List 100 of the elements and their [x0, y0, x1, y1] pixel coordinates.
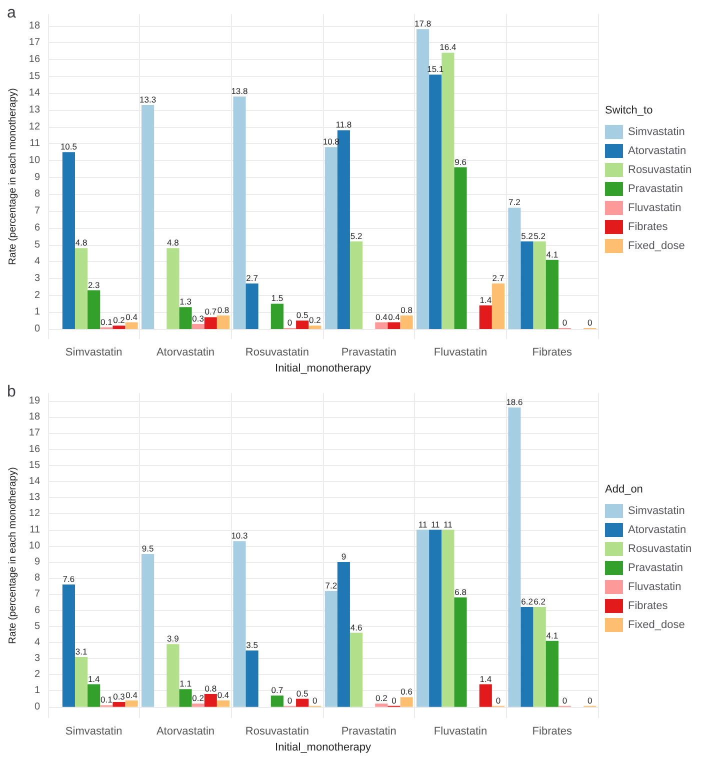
data-label: 0.4 — [126, 312, 138, 322]
data-label: 3.9 — [167, 634, 180, 644]
x-axis-title: Initial_monotherapy — [275, 742, 372, 754]
data-label: 0 — [588, 317, 593, 328]
data-label: 2.3 — [88, 280, 100, 290]
data-label: 15.1 — [427, 64, 444, 74]
y-tick-label: 10 — [28, 540, 40, 552]
data-label: 1.5 — [271, 293, 284, 304]
data-label: 0 — [496, 695, 501, 706]
bar — [400, 697, 413, 707]
bar — [204, 694, 217, 707]
bar — [62, 584, 75, 707]
y-tick-label: 10 — [28, 155, 40, 166]
legend-label: Rosuvastatin — [628, 543, 692, 555]
data-label: 0.7 — [271, 685, 284, 696]
bar — [204, 317, 217, 329]
data-label: 4.8 — [75, 238, 88, 248]
data-label: 1.3 — [180, 296, 192, 307]
data-label: 0.8 — [400, 305, 413, 316]
y-tick-label: 18 — [28, 412, 40, 423]
bar — [508, 407, 521, 707]
legend-label: Fixed_dose — [628, 240, 685, 252]
legend-label: Fluvastatin — [628, 202, 682, 214]
x-tick-label: Pravastatin — [341, 346, 396, 359]
data-label: 10.5 — [60, 142, 78, 152]
data-label: 11 — [430, 519, 440, 530]
y-tick-label: 17 — [28, 37, 40, 48]
y-tick-label: 16 — [28, 54, 40, 65]
bar — [337, 130, 350, 329]
bar — [112, 326, 126, 329]
data-label: 0 — [562, 317, 568, 328]
bar — [308, 326, 322, 329]
data-label: 0.4 — [388, 312, 400, 322]
data-label: 0.5 — [296, 688, 308, 698]
data-label: 1.1 — [180, 678, 192, 689]
bar — [546, 640, 558, 707]
bar — [400, 316, 413, 329]
data-label: 7.2 — [325, 580, 338, 590]
data-label: 0.5 — [296, 310, 308, 320]
data-label: 0.8 — [217, 305, 230, 316]
data-label: 0.7 — [204, 306, 217, 317]
bar — [166, 644, 180, 707]
bar — [442, 530, 454, 707]
y-tick-label: 17 — [28, 428, 40, 439]
data-label: 0.3 — [192, 313, 204, 324]
data-label: 5.2 — [521, 230, 534, 241]
legend-label: Fibrates — [628, 221, 668, 233]
data-label: 4.6 — [350, 622, 362, 632]
data-label: 4.8 — [167, 238, 180, 248]
x-tick-label: Rosuvastatin — [245, 346, 309, 359]
y-tick-label: 13 — [28, 492, 40, 504]
data-label: 3.5 — [246, 640, 258, 650]
legend-label: Simvastatin — [628, 505, 685, 517]
y-tick-label: 12 — [28, 121, 40, 132]
y-tick-label: 9 — [34, 556, 40, 568]
bar — [429, 74, 442, 329]
data-label: 11 — [444, 519, 453, 530]
bar — [416, 29, 430, 329]
data-label: 0.1 — [100, 694, 113, 705]
bar — [388, 322, 400, 329]
bar — [429, 530, 442, 707]
y-tick-label: 11 — [30, 138, 40, 150]
bar — [166, 248, 180, 329]
bar — [492, 284, 505, 329]
text: a — [7, 4, 16, 22]
y-tick-label: 4 — [34, 256, 40, 268]
data-label: 6.2 — [521, 596, 534, 607]
text: b — [7, 384, 16, 400]
bar — [270, 304, 284, 329]
x-tick-label: Fibrates — [532, 346, 573, 359]
data-label: 13.3 — [140, 94, 156, 104]
bar — [546, 260, 558, 329]
y-tick-label: 5 — [34, 620, 40, 632]
y-tick-label: 7 — [34, 206, 40, 217]
bar — [296, 320, 309, 329]
data-label: 0.6 — [400, 686, 413, 697]
data-label: 0.4 — [376, 312, 388, 322]
bar — [125, 322, 138, 329]
y-tick-label: 6 — [34, 604, 40, 616]
y-tick-label: 14 — [28, 476, 40, 488]
legend-label: Pravastatin — [628, 183, 684, 195]
bar — [142, 104, 154, 329]
y-tick-label: 16 — [28, 444, 40, 455]
data-label: 0.2 — [113, 315, 126, 326]
y-tick-label: 15 — [28, 70, 40, 82]
bar — [270, 696, 284, 707]
bar — [216, 700, 230, 707]
data-label: 0.2 — [376, 693, 388, 704]
data-label: 16.4 — [440, 42, 456, 52]
data-label: 7.2 — [508, 197, 521, 208]
data-label: 6.2 — [534, 596, 546, 607]
y-tick-label: 8 — [34, 188, 40, 200]
legend-label: Pravastatin — [628, 562, 684, 574]
data-label: 10.3 — [231, 530, 248, 541]
data-label: 3.1 — [75, 646, 88, 656]
bar — [88, 290, 100, 329]
y-tick-label: 4 — [34, 636, 40, 648]
bar — [296, 698, 309, 707]
data-label: 0.2 — [192, 693, 204, 704]
bar — [520, 241, 534, 329]
